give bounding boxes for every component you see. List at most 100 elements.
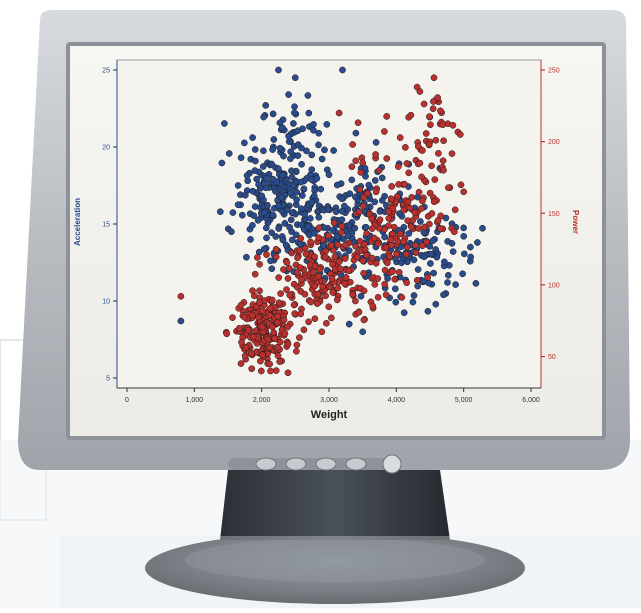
data-point — [243, 253, 250, 261]
data-point — [390, 223, 398, 231]
data-point — [315, 272, 322, 280]
data-point — [363, 230, 371, 237]
data-point — [305, 223, 312, 231]
data-point — [404, 217, 412, 224]
data-point — [307, 238, 314, 246]
data-point — [238, 338, 245, 346]
data-point — [400, 309, 408, 317]
data-point — [276, 338, 284, 346]
data-point — [277, 193, 285, 201]
data-point — [266, 344, 274, 351]
data-point — [375, 167, 383, 174]
data-point — [320, 242, 327, 249]
data-point — [259, 163, 267, 170]
data-point — [333, 296, 341, 304]
data-point — [344, 232, 352, 240]
data-point — [294, 254, 301, 262]
data-point — [392, 298, 400, 306]
y-axis-left: 5 10 15 20 25 — [102, 60, 118, 388]
data-point — [360, 269, 367, 277]
data-point — [321, 146, 328, 154]
data-point — [405, 169, 413, 177]
data-point — [426, 220, 433, 228]
data-point — [301, 210, 308, 218]
data-point — [297, 310, 305, 318]
data-point — [302, 250, 310, 258]
data-point — [452, 281, 459, 288]
data-point — [474, 239, 481, 246]
data-point — [264, 335, 272, 343]
data-point — [268, 323, 276, 331]
data-point — [315, 224, 323, 232]
data-point — [291, 310, 299, 317]
data-point — [371, 281, 379, 288]
data-point — [376, 216, 384, 224]
data-point — [420, 100, 428, 108]
y-left-tick-label: 10 — [102, 299, 110, 306]
data-point — [281, 330, 289, 337]
data-point — [308, 166, 316, 173]
data-point — [288, 236, 296, 244]
data-point — [322, 292, 329, 300]
data-point — [334, 241, 342, 249]
data-point — [357, 292, 365, 300]
data-point — [276, 358, 284, 365]
data-point — [331, 253, 339, 261]
data-point — [254, 216, 262, 224]
data-point — [409, 298, 417, 306]
data-point — [248, 365, 256, 373]
data-point — [251, 270, 259, 278]
data-point — [440, 166, 447, 174]
data-point — [249, 333, 257, 341]
data-point — [345, 267, 353, 274]
y-right-tick-label: 100 — [548, 282, 560, 289]
data-point — [301, 290, 309, 298]
data-point — [381, 233, 388, 241]
data-point — [308, 198, 316, 206]
data-point — [338, 207, 346, 215]
data-point — [276, 144, 284, 152]
data-point — [274, 313, 282, 320]
data-point — [384, 259, 391, 267]
data-point — [431, 176, 439, 183]
data-point — [298, 192, 306, 199]
data-point — [430, 98, 437, 105]
data-point — [427, 121, 434, 129]
data-point — [258, 323, 266, 331]
data-point — [444, 279, 451, 286]
data-point — [279, 172, 286, 179]
data-point — [241, 139, 248, 147]
data-point — [287, 155, 294, 163]
data-point — [457, 181, 465, 189]
data-point — [408, 194, 416, 201]
data-point — [272, 245, 280, 253]
data-point — [305, 109, 313, 117]
data-point — [291, 74, 299, 82]
y-right-tick-label: 50 — [548, 354, 556, 361]
data-point — [294, 152, 302, 159]
data-point — [293, 196, 300, 203]
data-point — [270, 329, 278, 336]
data-point — [389, 268, 396, 275]
data-point — [360, 287, 368, 295]
data-point — [279, 236, 287, 244]
data-point — [449, 248, 457, 255]
data-point — [306, 215, 314, 222]
data-point — [242, 344, 250, 351]
data-point — [396, 210, 403, 217]
data-point — [424, 274, 432, 281]
data-point — [328, 314, 335, 322]
data-point — [410, 292, 418, 299]
data-point — [314, 290, 322, 298]
data-point — [393, 250, 400, 258]
data-point — [396, 134, 404, 141]
x-axis: 0 1,000 2,000 3,000 4,000 5,000 6,000 — [117, 387, 541, 404]
data-point — [394, 163, 402, 170]
data-point — [283, 286, 290, 293]
data-point — [301, 244, 309, 252]
series-power — [177, 74, 468, 377]
data-point — [408, 223, 415, 231]
data-point — [378, 174, 386, 182]
data-point — [296, 334, 303, 341]
data-point — [275, 66, 282, 74]
